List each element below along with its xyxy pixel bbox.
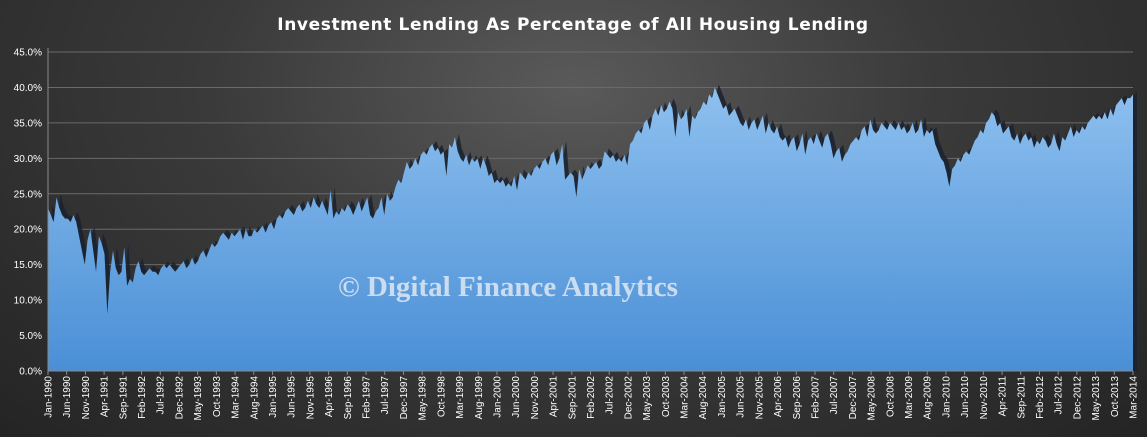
x-tick-label: Nov-2005 [754,376,765,420]
x-tick-label: Nov-2000 [530,376,541,420]
x-tick-label: Aug-1999 [474,376,485,420]
x-tick-label: Oct-2013 [1110,376,1121,418]
x-tick-label: Oct-1998 [436,376,447,418]
x-tick-label: Dec-1997 [399,376,410,420]
x-tick-label: May-1993 [193,376,204,421]
x-tick-label: Nov-1995 [305,376,316,420]
x-tick-label: Sep-2001 [567,376,578,420]
y-tick-label: 45.0% [14,48,42,59]
y-axis-ticks: 0.0% 5.0% 10.0% 15.0% 20.0% 25.0% 30.0% 35.0% 40… [14,48,42,378]
x-tick-label: Sep-1991 [118,376,129,420]
x-tick-label: Nov-2010 [979,376,990,420]
x-tick-label: Jan-2000 [492,376,503,418]
x-tick-label: Aug-2009 [923,376,934,420]
y-tick-label: 15.0% [14,260,42,271]
x-tick-label: Jul-1992 [156,376,167,415]
x-tick-label: Feb-2007 [810,376,821,419]
x-tick-label: Jul-2012 [1054,376,1065,415]
x-tick-label: Aug-2004 [698,376,709,420]
x-tick-label: Apr-2011 [998,376,1009,417]
x-tick-label: Jul-2002 [605,376,616,415]
x-tick-label: Oct-2003 [661,376,672,418]
x-tick-label: Sep-2011 [1016,376,1027,419]
x-tick-label: Jun-1995 [287,376,298,418]
series-area [48,87,1133,371]
chart-title: Investment Lending As Percentage of All … [277,15,868,35]
x-tick-label: Mar-2014 [1129,376,1140,419]
x-tick-label: Jan-2005 [717,376,728,418]
x-tick-label: Jun-2010 [960,376,971,418]
x-tick-label: Jan-2010 [941,376,952,418]
y-tick-label: 20.0% [14,225,42,236]
x-tick-label: Apr-2001 [549,376,560,418]
x-tick-label: Feb-1992 [137,376,148,419]
x-tick-label: Dec-1992 [174,376,185,420]
x-tick-label: Feb-1997 [362,376,373,419]
x-tick-label: Oct-1993 [212,376,223,418]
x-tick-label: Apr-1991 [100,376,111,418]
x-tick-label: Jan-1990 [44,376,55,418]
y-tick-label: 25.0% [14,189,42,200]
x-tick-label: Jun-1990 [62,376,73,418]
y-tick-label: 35.0% [14,118,42,129]
x-tick-label: Dec-2012 [1072,376,1083,420]
x-tick-label: Apr-2006 [773,376,784,418]
x-tick-label: Sep-1996 [343,376,354,420]
x-tick-label: Jul-2007 [829,376,840,415]
x-tick-label: Mar-2009 [904,376,915,419]
x-tick-label: Jan-1995 [268,376,279,418]
x-axis-ticks: Jan-1990 Jun-1990 Nov-1990 Apr-1991 Sep-1991… [44,371,1140,420]
x-tick-label: May-2003 [642,376,653,421]
x-tick-label: Jul-1997 [380,376,391,415]
y-tick-label: 5.0% [19,331,42,342]
y-tick-label: 30.0% [14,154,42,165]
x-tick-label: Aug-1994 [249,376,260,420]
x-tick-label: Feb-2002 [586,376,597,419]
x-tick-label: Mar-1994 [231,376,242,419]
y-tick-label: 40.0% [14,83,42,94]
watermark: © Digital Finance Analytics [338,271,678,303]
x-tick-label: Mar-1999 [455,376,466,419]
x-tick-label: Dec-2002 [623,376,634,420]
series-area-path [48,87,1133,371]
x-tick-label: Jun-2000 [511,376,522,418]
y-tick-label: 0.0% [19,367,42,378]
x-tick-label: Oct-2008 [885,376,896,418]
x-tick-label: Apr-1996 [324,376,335,418]
x-tick-label: May-2013 [1091,376,1102,421]
x-tick-label: Nov-1990 [81,376,92,420]
x-tick-label: Jun-2005 [736,376,747,418]
x-tick-label: May-2008 [867,376,878,421]
x-tick-label: Mar-2004 [680,376,691,419]
x-tick-label: Dec-2007 [848,376,859,420]
y-tick-label: 10.0% [14,296,42,307]
x-tick-label: Sep-2006 [792,376,803,420]
x-tick-label: May-1998 [418,376,429,421]
x-tick-label: Feb-2012 [1035,376,1046,419]
